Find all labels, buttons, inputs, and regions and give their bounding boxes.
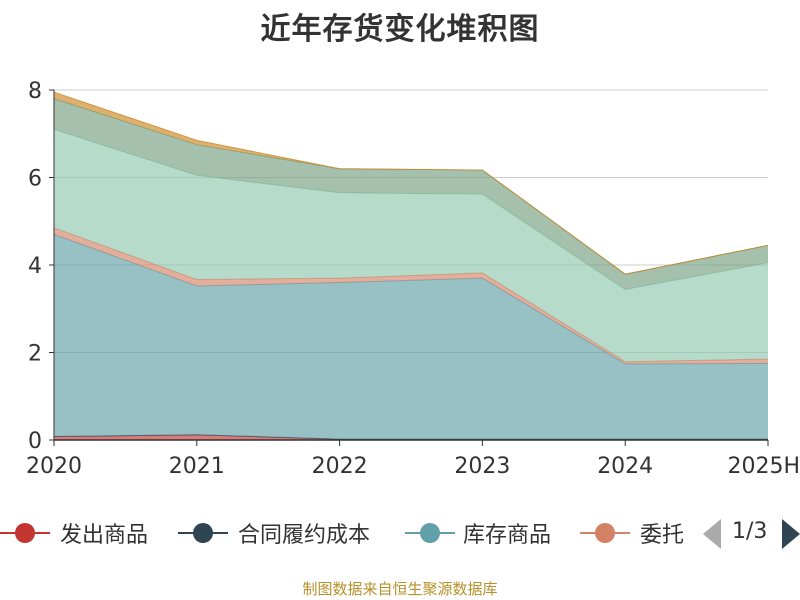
tick-labels: 2020 2021 2022 2023 2024 2025H 0 2 4 6 8 (26, 79, 800, 479)
series-area (54, 98, 768, 290)
legend-label: 发出商品 (60, 523, 149, 548)
series-area (54, 129, 768, 362)
x-tick-label: 2020 (26, 454, 82, 479)
legend-marker (193, 523, 213, 543)
legend: 发出商品 合同履约成本 库存商品 委托 1/3 (0, 515, 800, 555)
y-tick-label: 6 (28, 167, 42, 192)
legend-item[interactable]: 合同履约成本 (178, 515, 398, 551)
legend-label: 库存商品 (463, 523, 552, 548)
x-tick-label: 2023 (454, 454, 510, 479)
legend-item[interactable]: 发出商品 (0, 515, 170, 551)
legend-label: 合同履约成本 (238, 523, 371, 548)
y-tick-label: 8 (28, 79, 42, 104)
legend-marker (15, 523, 35, 543)
x-tick-label: 2024 (597, 454, 653, 479)
series-line (53, 128, 769, 291)
axes (49, 89, 769, 446)
y-tick-label: 0 (28, 429, 42, 454)
legend-marker (420, 523, 440, 543)
series-line (53, 91, 769, 275)
legend-item[interactable]: 委托 (580, 515, 690, 551)
legend-item[interactable]: 库存商品 (405, 515, 575, 551)
legend-marker (595, 523, 615, 543)
stacked-areas (53, 91, 769, 440)
legend-label: 委托 (640, 523, 685, 548)
x-tick-label: 2025H (727, 454, 800, 479)
legend-next-page-icon[interactable] (782, 519, 800, 549)
y-tick-label: 4 (28, 254, 42, 279)
chart-title: 近年存货变化堆积图 (260, 12, 540, 47)
x-tick-label: 2021 (169, 454, 225, 479)
source-note: 制图数据来自恒生聚源数据库 (302, 580, 498, 598)
legend-page-indicator: 1/3 (732, 519, 768, 544)
legend-prev-page-icon[interactable] (703, 519, 721, 549)
x-tick-label: 2022 (312, 454, 368, 479)
y-tick-label: 2 (28, 342, 42, 367)
